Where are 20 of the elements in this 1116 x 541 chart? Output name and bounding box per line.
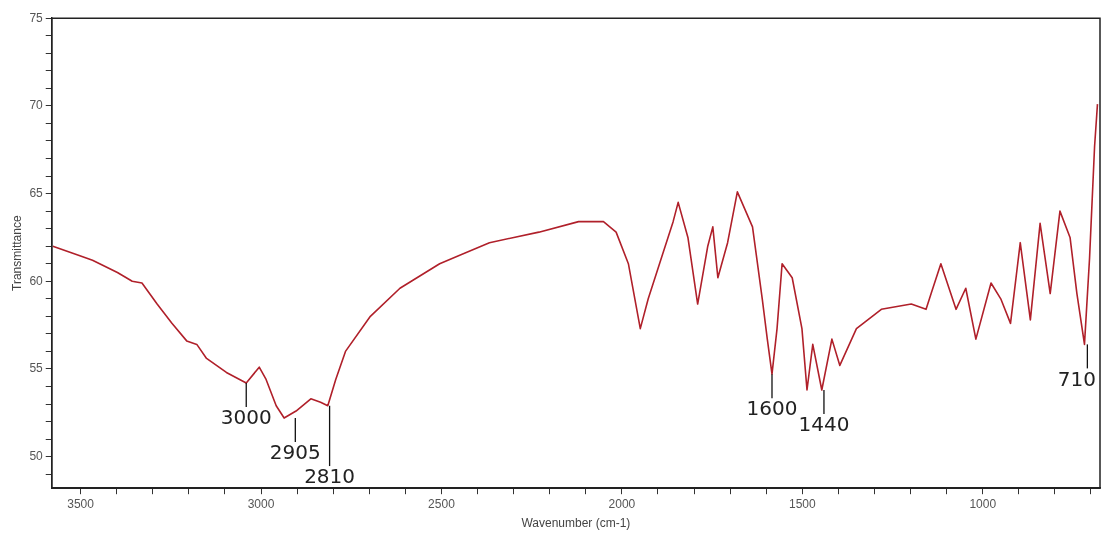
y-tick-label: 75	[29, 10, 44, 25]
annotation: 3000	[220, 405, 272, 430]
x-axis-title: Wavenumber (cm-1)	[521, 516, 631, 531]
annotation: 710	[1057, 366, 1097, 391]
y-tick-label: 65	[29, 185, 44, 200]
y-tick-label: 70	[29, 98, 44, 113]
y-axis-title: Transmittance	[9, 215, 24, 291]
y-tick-label: 50	[29, 448, 44, 463]
annotation: 2810	[304, 464, 356, 489]
x-tick-label: 3500	[67, 496, 95, 511]
x-tick-label: 3000	[247, 496, 275, 511]
y-tick-label: 60	[29, 273, 44, 288]
annotation: 1440	[798, 412, 850, 437]
y-tick-label: 55	[29, 361, 44, 376]
annotation: 1600	[746, 396, 798, 421]
x-tick-label: 1000	[969, 496, 997, 511]
x-tick-label: 2000	[608, 496, 636, 511]
x-tick-label: 1500	[788, 496, 816, 511]
x-tick-label: 2500	[428, 496, 456, 511]
annotation: 2905	[269, 440, 321, 465]
